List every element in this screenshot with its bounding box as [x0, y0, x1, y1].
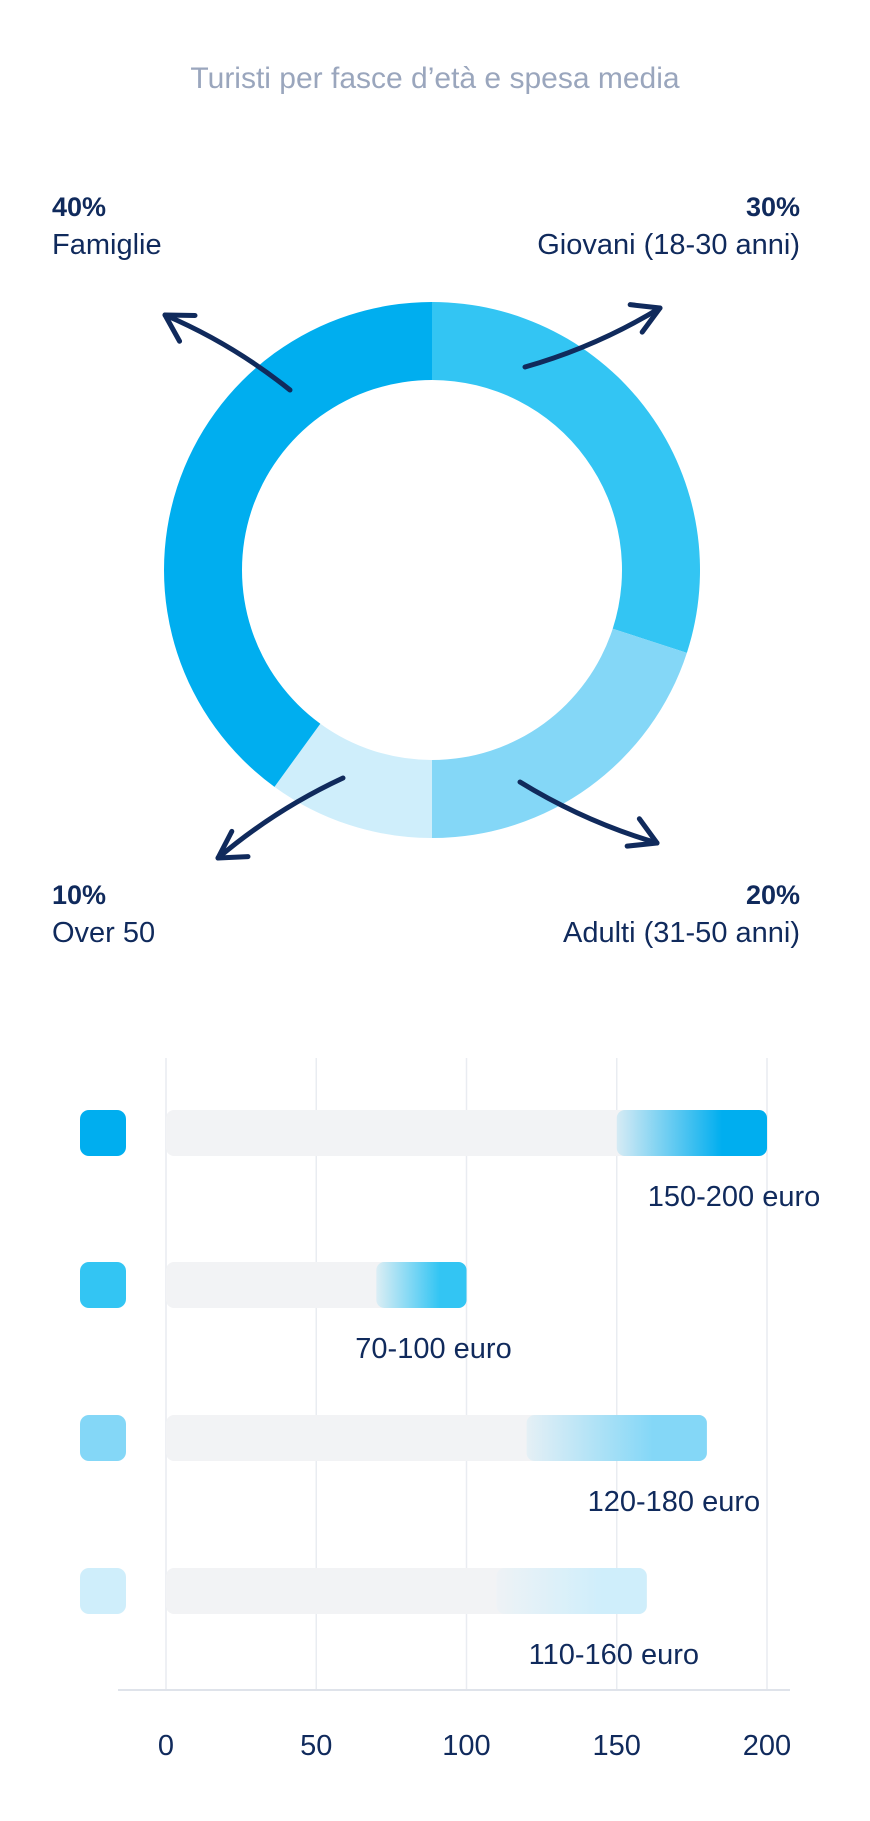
tick-label-4: 200: [743, 1730, 791, 1762]
tick-label-0: 0: [158, 1730, 174, 1762]
bar-label-2: 120-180 euro: [588, 1486, 761, 1518]
tick-label-1: 50: [300, 1730, 332, 1762]
swatch-0: [80, 1110, 126, 1156]
bar-label-1: 70-100 euro: [355, 1333, 511, 1365]
label-giovani: 30% Giovani (18-30 anni): [440, 192, 800, 262]
swatch-3: [80, 1568, 126, 1614]
donut-slice-2: [274, 723, 432, 838]
label-famiglie: 40% Famiglie: [52, 192, 412, 262]
bar-label-3: 110-160 euro: [529, 1639, 699, 1671]
bar-label-0: 150-200 euro: [648, 1181, 821, 1213]
bar-range-0: [616, 1110, 767, 1156]
donut-slice-1: [432, 628, 687, 838]
arrow-over-50: [215, 775, 346, 861]
bar-range-1: [376, 1262, 467, 1308]
pct-famiglie: 40%: [52, 192, 107, 222]
bar-chart: 0 50 100 150 200 150-200 euro 70-100 euro 120-1…: [80, 1058, 820, 1762]
name-famiglie: Famiglie: [52, 229, 162, 261]
arrow-famiglie: [162, 312, 293, 393]
swatch-1: [80, 1262, 126, 1308]
name-giovani: Giovani (18-30 anni): [537, 229, 800, 261]
pointer-arrows: [162, 302, 663, 861]
pct-giovani: 30%: [745, 192, 800, 222]
name-over-50: Over 50: [52, 917, 156, 949]
donut-slice-3: [164, 302, 432, 787]
donut-slice-0: [432, 302, 700, 653]
name-adulti: Adulti (31-50 anni): [563, 917, 800, 949]
donut-chart: [164, 302, 700, 838]
pct-over-50: 10%: [52, 880, 107, 910]
chart-title: Turisti per fasce d’età e spesa media: [190, 62, 680, 95]
swatch-2: [80, 1415, 126, 1461]
pct-adulti: 20%: [745, 880, 800, 910]
arrow-adulti: [517, 779, 660, 849]
label-over-50: 10% Over 50: [52, 880, 412, 950]
bar-range-2: [526, 1415, 707, 1461]
tick-label-2: 100: [442, 1730, 490, 1762]
label-adulti: 20% Adulti (31-50 anni): [440, 880, 800, 950]
arrow-giovani: [522, 302, 663, 370]
tick-label-3: 150: [593, 1730, 641, 1762]
bar-range-3: [496, 1568, 647, 1614]
